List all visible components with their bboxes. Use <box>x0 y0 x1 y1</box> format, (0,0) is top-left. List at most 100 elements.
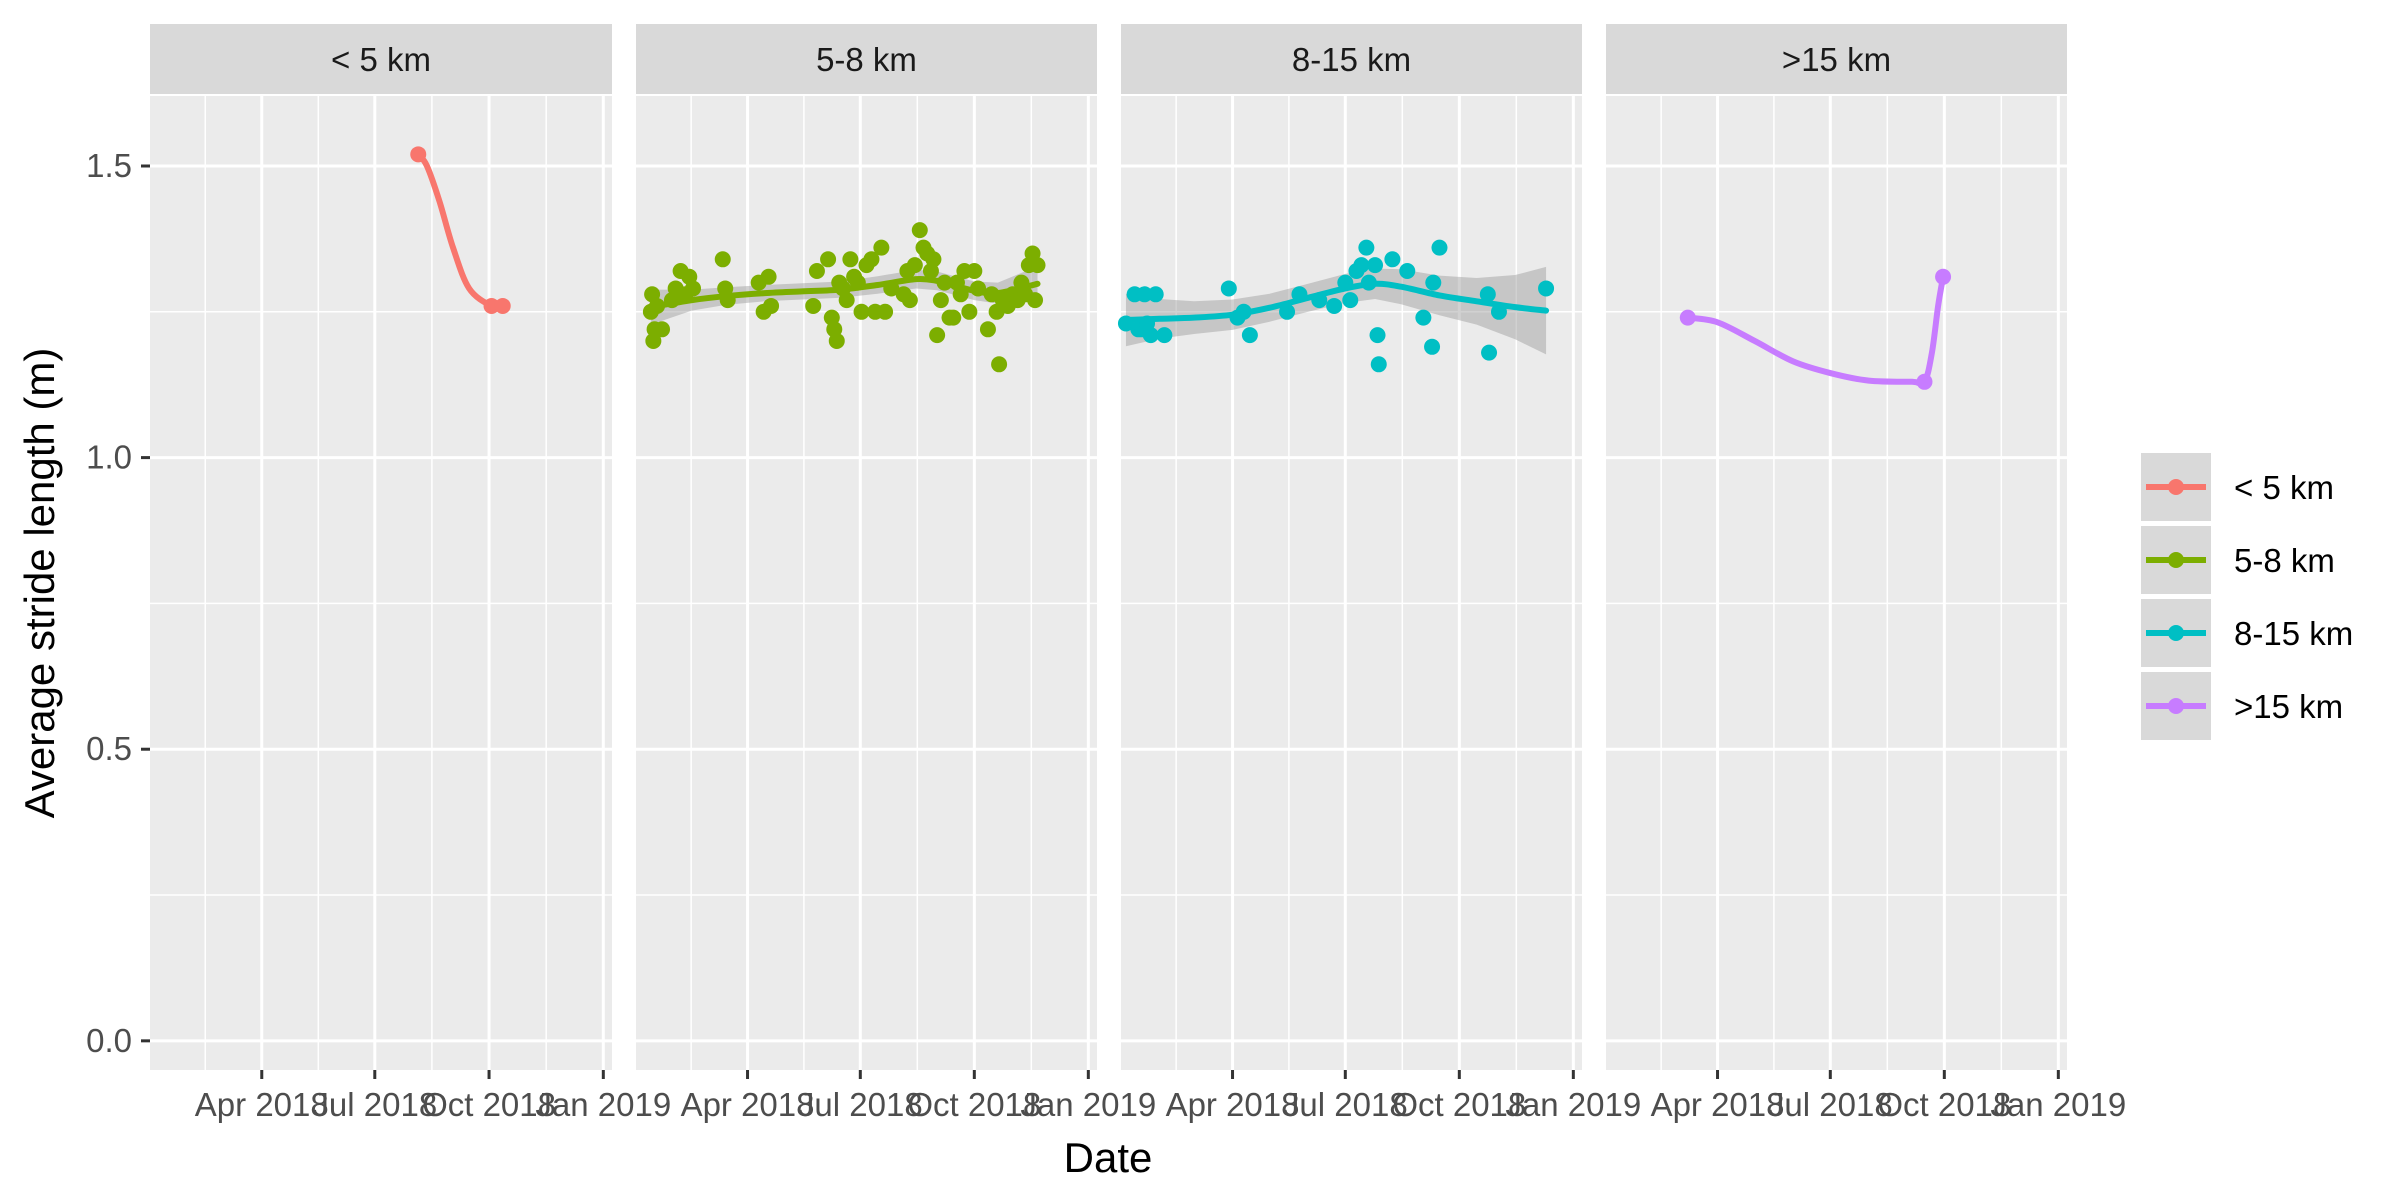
data-point <box>1027 292 1044 309</box>
data-point <box>901 292 918 309</box>
data-point <box>1117 315 1134 332</box>
y-tick-label: 1.5 <box>86 147 132 184</box>
data-point <box>1311 292 1328 309</box>
x-tick-label: Jan 2019 <box>1505 1086 1641 1123</box>
data-point <box>1370 356 1387 373</box>
x-tick-label: Oct 2018 <box>907 1086 1041 1123</box>
facet-strip <box>1606 24 2067 94</box>
data-point <box>838 292 855 309</box>
facet-strip-label: 5-8 km <box>816 41 917 78</box>
facet-strip-label: 8-15 km <box>1292 41 1411 78</box>
data-point <box>911 222 928 239</box>
x-tick-label: Oct 2018 <box>1877 1086 2011 1123</box>
data-point <box>483 297 500 314</box>
data-point <box>945 309 962 326</box>
x-tick-label: Jul 2018 <box>312 1086 437 1123</box>
legend-item: 5-8 km <box>2139 524 2335 596</box>
data-point <box>1935 268 1952 285</box>
y-tick-label: 0.0 <box>86 1022 132 1059</box>
legend-key-point <box>2168 698 2184 714</box>
legend-key-point <box>2168 625 2184 641</box>
data-point <box>685 280 702 297</box>
data-point <box>1399 262 1416 279</box>
data-point <box>842 251 859 268</box>
data-point <box>1279 303 1296 320</box>
data-point <box>936 274 953 291</box>
x-tick-label: Jul 2018 <box>1768 1086 1893 1123</box>
y-tick-label: 0.5 <box>86 730 132 767</box>
data-point <box>1147 286 1164 303</box>
panel-background <box>1606 96 2067 1070</box>
legend-key-point <box>2168 479 2184 495</box>
data-point <box>1342 292 1359 309</box>
legend-label: 5-8 km <box>2234 542 2335 579</box>
data-point <box>1220 280 1237 297</box>
data-point <box>763 297 780 314</box>
data-point <box>932 292 949 309</box>
data-point <box>1481 344 1498 361</box>
panel-background <box>636 96 1097 1070</box>
data-point <box>1136 286 1153 303</box>
data-point <box>925 251 942 268</box>
data-point <box>849 274 866 291</box>
data-point <box>863 251 880 268</box>
data-point <box>1235 303 1252 320</box>
smooth-line <box>1684 273 1947 387</box>
data-point <box>1353 257 1370 274</box>
data-point <box>1679 309 1696 326</box>
x-tick-label: Apr 2018 <box>1651 1086 1785 1123</box>
data-point <box>410 146 427 163</box>
facet-strip-label: >15 km <box>1782 41 1891 78</box>
legend-key-point <box>2168 552 2184 568</box>
data-point <box>877 303 894 320</box>
facet-strip <box>150 24 612 94</box>
legend-label: >15 km <box>2234 688 2343 725</box>
data-point <box>1424 338 1441 355</box>
data-point <box>1142 327 1159 344</box>
legend-label: < 5 km <box>2234 469 2334 506</box>
data-point <box>1291 286 1308 303</box>
data-point <box>1425 274 1442 291</box>
legend-item: >15 km <box>2139 670 2343 742</box>
data-point <box>820 251 837 268</box>
data-point <box>1916 373 1933 390</box>
data-point <box>719 292 736 309</box>
x-tick-label: Jul 2018 <box>1283 1086 1408 1123</box>
panel-background <box>1121 96 1582 1070</box>
data-point <box>970 280 987 297</box>
data-point <box>1241 327 1258 344</box>
y-axis-title: Average stride length (m) <box>16 348 63 819</box>
data-point <box>1431 239 1448 256</box>
data-point <box>1384 251 1401 268</box>
data-point <box>1415 309 1432 326</box>
data-point <box>1367 257 1384 274</box>
data-point <box>808 262 825 279</box>
x-tick-label: Oct 2018 <box>422 1086 556 1123</box>
data-point <box>1337 274 1354 291</box>
data-point <box>1490 303 1507 320</box>
data-point <box>654 321 671 338</box>
data-point <box>1538 280 1555 297</box>
data-point <box>1156 327 1173 344</box>
data-point <box>1358 239 1375 256</box>
facet-strip-label: < 5 km <box>331 41 431 78</box>
data-point <box>991 356 1008 373</box>
confidence-band <box>1125 266 1547 355</box>
data-point <box>873 239 890 256</box>
facet-strip <box>636 24 1097 94</box>
data-point <box>883 280 900 297</box>
data-point <box>494 297 511 314</box>
legend-label: 8-15 km <box>2234 615 2353 652</box>
data-point <box>1360 274 1377 291</box>
legend-item: < 5 km <box>2139 451 2334 523</box>
data-point <box>1479 286 1496 303</box>
x-axis-title: Date <box>1064 1134 1153 1181</box>
x-tick-label: Oct 2018 <box>1392 1086 1526 1123</box>
data-point <box>645 332 662 349</box>
data-point <box>714 251 731 268</box>
